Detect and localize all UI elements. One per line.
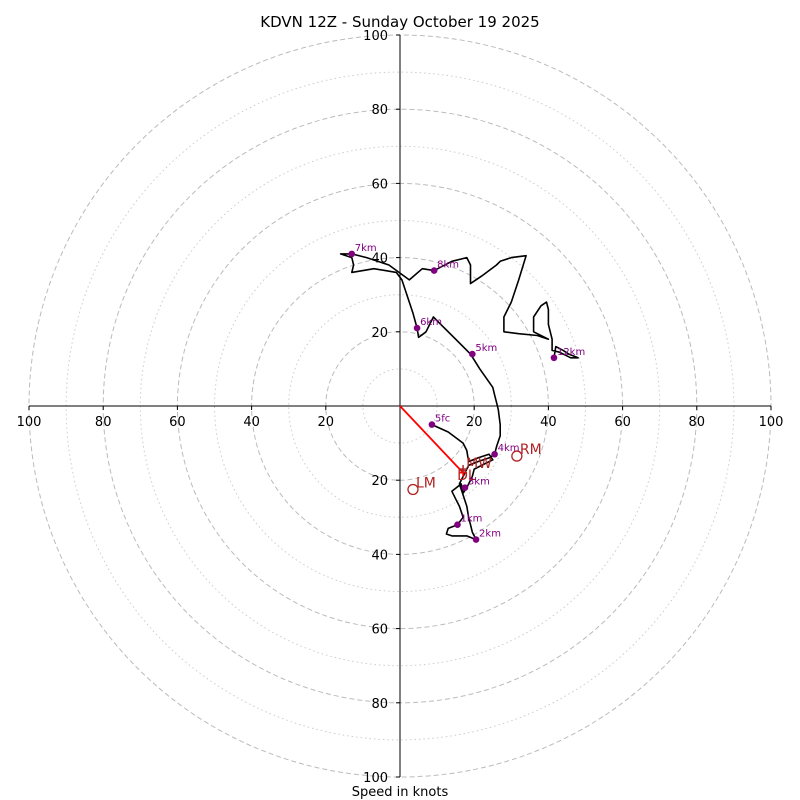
height-marker-point: [472, 536, 480, 543]
chart-title: KDVN 12Z - Sunday October 19 2025: [260, 13, 539, 31]
shear-vector-line: [399, 405, 464, 474]
wind-trace-line: [339, 253, 579, 541]
height-marker-point: [428, 421, 436, 428]
left-mover-marker: [407, 483, 419, 496]
height-marker-label: 2km: [479, 529, 501, 540]
left-mover-label: LM: [416, 475, 436, 491]
right-mover-marker: [511, 450, 523, 462]
x-tick-label: 60: [614, 415, 631, 430]
height-marker-point: [550, 354, 558, 362]
mean-wind-label: MW: [466, 456, 492, 472]
y-tick-label: 100: [363, 29, 388, 44]
tick-labels: 100 80 60 40 20 20 40 60 80 100100806040202040608…: [17, 29, 784, 786]
x-tick-label: 20: [318, 415, 335, 430]
y-tick-label: 20: [371, 474, 388, 489]
height-marker-label: 8km: [437, 260, 459, 271]
x-tick-label: 40: [540, 415, 557, 430]
x-tick-label: 80: [95, 415, 112, 430]
x-tick-label: 40: [243, 415, 260, 430]
height-marker-point: [413, 324, 421, 332]
height-marker-point: [491, 450, 498, 458]
height-marker-label: 5fc: [435, 414, 450, 425]
height-marker-label: 5km: [475, 343, 497, 354]
y-tick-label: 80: [371, 103, 388, 118]
storm-motion-label: DL: [457, 468, 476, 484]
height-marker-label: 1km: [461, 514, 483, 525]
height-marker-label: 3km: [468, 477, 490, 488]
y-tick-label: 60: [371, 623, 388, 638]
x-tick-label: 100: [759, 415, 784, 430]
x-tick-label: 80: [689, 415, 706, 430]
y-tick-label: 60: [371, 177, 388, 192]
x-tick-label: 100: [17, 415, 42, 430]
height-marker-point: [469, 350, 476, 358]
height-marker-label: 7km: [355, 243, 377, 254]
y-tick-label: 40: [371, 548, 388, 563]
height-marker-label: 12km: [557, 347, 585, 358]
y-tick-label: 80: [371, 697, 388, 712]
y-tick-label: 20: [371, 326, 388, 341]
height-marker-point: [430, 267, 438, 274]
height-marker-label: 4km: [498, 443, 520, 454]
height-marker-label: 6km: [420, 317, 442, 328]
y-tick-label: 100: [363, 771, 388, 786]
right-mover-label: RM: [520, 442, 542, 458]
x-tick-label: 20: [466, 415, 483, 430]
wind-trace: [339, 253, 579, 541]
x-tick-label: 60: [169, 415, 186, 430]
height-marker-point: [348, 250, 356, 258]
height-marker-point: [461, 484, 469, 491]
x-axis-label: Speed in knots: [352, 785, 449, 800]
height-marker-point: [454, 521, 461, 529]
height-markers: 5fc 1km 2km 3km 4km 5km 6km 7km 8km 12km: [348, 243, 585, 543]
